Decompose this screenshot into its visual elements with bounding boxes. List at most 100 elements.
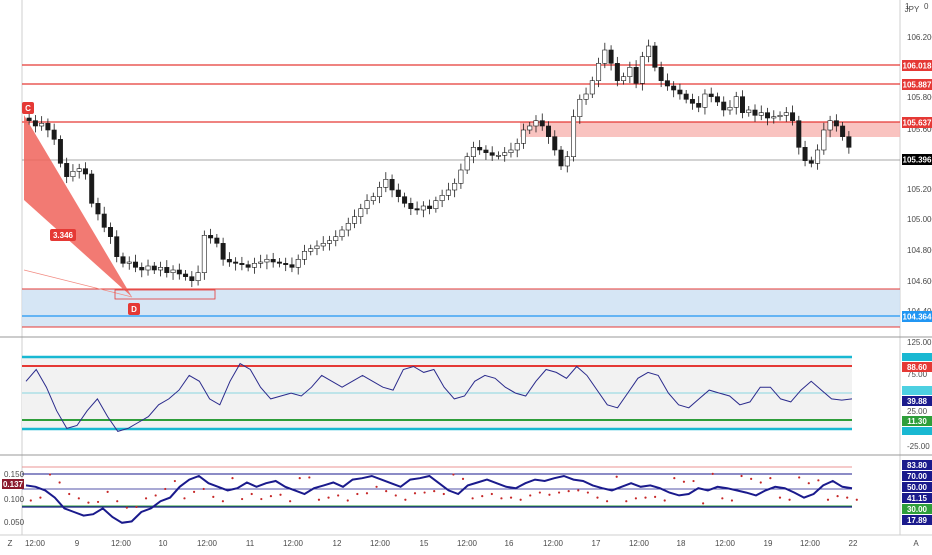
candle-body — [352, 216, 358, 224]
signal-dot — [721, 497, 724, 500]
cci-line — [25, 362, 853, 432]
signal-dot — [769, 477, 772, 480]
signal-dot — [442, 492, 445, 496]
candle-body — [107, 227, 113, 237]
signal-dot — [567, 490, 570, 493]
bottom-dots — [29, 472, 858, 509]
point-d-label: D — [131, 305, 137, 314]
candle-body — [727, 107, 733, 111]
signal-dot — [817, 479, 820, 482]
candle-body — [70, 171, 76, 177]
cci-level-top-tag — [902, 362, 932, 372]
candle-body — [552, 136, 558, 151]
signal-dot — [596, 496, 599, 499]
candle-body — [101, 213, 107, 228]
candle-body — [402, 196, 408, 204]
signal-dot — [250, 492, 253, 496]
main-panel: C D 3.346 — [22, 39, 900, 328]
cci-level-low-tag — [902, 416, 932, 426]
bottom-level-6-tag — [902, 515, 932, 525]
cci-axis: 125.00 75.00 88.60 39.88 25.00 11.30 -25… — [902, 338, 932, 451]
candle-body — [289, 264, 295, 268]
candle-body — [689, 99, 695, 104]
cci-tick-1: 75.00 — [907, 370, 928, 379]
signal-dot — [807, 482, 810, 485]
candle-body — [158, 267, 164, 271]
candle-body — [358, 208, 364, 217]
candle-body — [477, 147, 483, 151]
price-tick-1: 105.800 — [907, 93, 932, 102]
candle-body — [57, 139, 63, 164]
candle-body — [201, 235, 207, 273]
signal-dot — [125, 506, 128, 509]
candle-body — [765, 112, 771, 119]
candle-body — [533, 120, 539, 127]
signal-dot — [221, 500, 224, 503]
cci-level-mid-tag — [902, 396, 932, 406]
candle-body — [796, 120, 802, 148]
point-c-label: C — [25, 104, 31, 113]
cci-level-top-text: 88.60 — [907, 363, 928, 372]
top-right-value: 0 — [924, 2, 929, 11]
candle-body — [151, 265, 157, 271]
candle-body — [846, 136, 852, 148]
signal-dot — [68, 492, 71, 496]
signal-dot — [663, 499, 666, 502]
signal-dot — [385, 490, 388, 493]
candle-body — [114, 236, 120, 257]
candle-body — [546, 125, 551, 137]
candle-body — [564, 156, 570, 167]
resistance-zone — [520, 122, 900, 137]
signal-dot — [317, 498, 321, 501]
bottom-level-4-text: 41.15 — [907, 494, 928, 503]
time-label-15: 18 — [677, 539, 686, 548]
candle-body — [414, 208, 420, 211]
candle-body — [815, 149, 821, 164]
candle-body — [183, 273, 189, 277]
candle-body — [514, 143, 520, 151]
signal-dot — [154, 494, 157, 497]
candle-body — [621, 76, 627, 81]
bottom-panel — [22, 466, 858, 524]
signal-dot — [461, 477, 465, 480]
candle-body — [239, 263, 245, 265]
signal-dot — [615, 475, 618, 478]
resistance-2-tag-text: 105.887 — [903, 81, 932, 90]
time-label-17: 19 — [764, 539, 773, 548]
candle-body — [145, 265, 151, 271]
candle-body — [377, 187, 383, 197]
candle-body — [170, 269, 176, 273]
time-label-5: 11 — [246, 539, 255, 548]
candle-body — [539, 120, 545, 127]
cci-tick-2: 25.00 — [907, 407, 928, 416]
candle-body — [714, 96, 720, 103]
candle-body — [295, 259, 301, 268]
candle-body — [833, 120, 839, 127]
ratio-badge — [50, 229, 76, 241]
candle-body — [658, 67, 664, 81]
signal-dot — [711, 472, 714, 475]
candle-body — [26, 117, 32, 121]
candle-body — [51, 129, 57, 140]
signal-dot — [308, 476, 311, 479]
candle-body — [683, 93, 689, 100]
signal-dot — [58, 481, 61, 484]
signal-dot — [500, 497, 503, 500]
bottom-current-text: 0.137 — [3, 480, 24, 489]
candle-body — [627, 67, 633, 77]
candle-body — [32, 120, 38, 127]
bottom-tick-1: 0.100 — [4, 495, 25, 504]
bottom-level-2-text: 70.00 — [907, 472, 928, 481]
candle-body — [220, 243, 226, 260]
signal-dot — [413, 492, 417, 495]
time-label-13: 17 — [592, 539, 601, 548]
candle-body — [746, 109, 752, 113]
candle-body — [646, 45, 652, 57]
candle-body — [308, 248, 314, 252]
signal-dot — [605, 500, 609, 503]
candle-body — [258, 261, 264, 264]
signal-dot — [577, 489, 580, 492]
signal-dot — [212, 495, 215, 498]
candle-body — [176, 269, 182, 275]
